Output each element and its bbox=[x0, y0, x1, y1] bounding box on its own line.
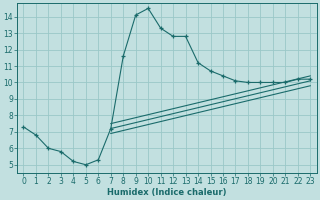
X-axis label: Humidex (Indice chaleur): Humidex (Indice chaleur) bbox=[107, 188, 227, 197]
